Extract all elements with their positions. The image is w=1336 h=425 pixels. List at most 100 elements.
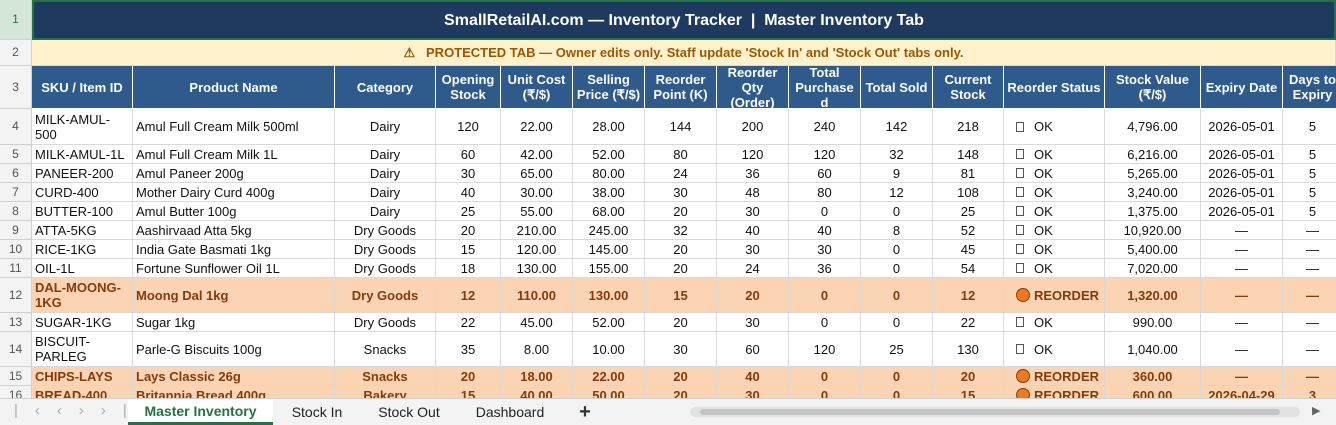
cell: 80: [645, 145, 717, 164]
cell: PANEER-200: [32, 164, 133, 183]
cell: 28.00: [573, 109, 645, 145]
scrollbar[interactable]: [690, 407, 1300, 417]
status-text: OK: [1034, 314, 1053, 330]
cell: BUTTER-100: [32, 202, 133, 221]
cell: 130.00: [573, 278, 645, 313]
row-number: 11: [0, 259, 32, 278]
scroll-thumb[interactable]: [700, 409, 1280, 415]
status-text: OK: [1034, 260, 1053, 276]
cell: 20: [933, 367, 1004, 386]
cell: 60: [436, 145, 501, 164]
cell: BREAD-400: [32, 386, 133, 398]
cell: 20: [645, 202, 717, 221]
row-number: 5: [0, 145, 32, 164]
status-text: OK: [1034, 165, 1053, 181]
cell: 2026-05-01: [1201, 145, 1283, 164]
cell: ATTA-5KG: [32, 221, 133, 240]
cell: —: [1283, 278, 1336, 313]
column-header: Stock Value (₹/$): [1105, 66, 1201, 109]
cell: 120: [717, 145, 789, 164]
cell: 54: [933, 259, 1004, 278]
ok-icon: [1016, 263, 1024, 273]
cell: —: [1201, 221, 1283, 240]
cell: 50.00: [573, 386, 645, 398]
cell: 5,400.00: [1105, 240, 1201, 259]
cell: 68.00: [573, 202, 645, 221]
cell: OIL-1L: [32, 259, 133, 278]
sheet-tab[interactable]: Dashboard: [475, 404, 545, 420]
cell: 0: [789, 386, 861, 398]
cell: Dry Goods: [335, 221, 436, 240]
cell: 30: [717, 313, 789, 332]
status-cell: REORDER: [1004, 386, 1105, 398]
grid: 1 2 3 4 5 6 7 8 9 10 11 12 13 14 15 16 SmallRetailAI.com…: [0, 0, 1336, 398]
cell: 25: [861, 332, 933, 367]
cell: 5: [1283, 183, 1336, 202]
cell: —: [1201, 313, 1283, 332]
cell: 81: [933, 164, 1004, 183]
cell: 35: [436, 332, 501, 367]
status-text: OK: [1034, 341, 1053, 357]
cell: 245.00: [573, 221, 645, 240]
status-cell: OK: [1004, 202, 1105, 221]
cell: 25: [933, 202, 1004, 221]
cell: 20: [645, 367, 717, 386]
ok-icon: [1016, 344, 1024, 354]
cell: 20: [645, 240, 717, 259]
cell: 36: [717, 164, 789, 183]
cell: 210.00: [501, 221, 573, 240]
sheet-tab[interactable]: Stock Out: [378, 404, 440, 420]
cell: 240: [789, 109, 861, 145]
cell: 5: [1283, 145, 1336, 164]
cell: 145.00: [573, 240, 645, 259]
cell: 32: [645, 221, 717, 240]
cell: 15: [436, 240, 501, 259]
add-sheet[interactable]: +: [579, 400, 591, 423]
cell: Parle-G Biscuits 100g: [133, 332, 335, 367]
column-header: Selling Price (₹/$): [573, 66, 645, 109]
status-cell: REORDER: [1004, 278, 1105, 313]
cell: 0: [861, 367, 933, 386]
cell: —: [1283, 259, 1336, 278]
cell: 360.00: [1105, 367, 1201, 386]
cell: 20: [645, 386, 717, 398]
cell: 5,265.00: [1105, 164, 1201, 183]
cell: 148: [933, 145, 1004, 164]
column-header: Reorder Point (K): [645, 66, 717, 109]
cell: 12: [861, 183, 933, 202]
cell: 2026-05-01: [1201, 164, 1283, 183]
cell: 60: [789, 164, 861, 183]
row-number: 9: [0, 221, 32, 240]
reorder-icon: [1016, 288, 1030, 302]
cell: 24: [645, 164, 717, 183]
sheet-tab[interactable]: Stock In: [291, 404, 343, 420]
cell: CURD-400: [32, 183, 133, 202]
nav-arrows[interactable]: |‹‹››|: [14, 402, 144, 419]
cell: Dairy: [335, 183, 436, 202]
cell: 0: [789, 313, 861, 332]
sheet-tab[interactable]: Master Inventory: [128, 399, 273, 425]
status-cell: OK: [1004, 183, 1105, 202]
status-text: REORDER: [1034, 387, 1100, 399]
status-text: OK: [1034, 184, 1053, 200]
cell: Dry Goods: [335, 259, 436, 278]
reorder-icon: [1016, 369, 1030, 383]
cell: 65.00: [501, 164, 573, 183]
cell: 130.00: [501, 259, 573, 278]
cell: 2026-04-29: [1201, 386, 1283, 398]
status-text: OK: [1034, 203, 1053, 219]
cell: Snacks: [335, 332, 436, 367]
cell: DAL-MOONG-1KG: [32, 278, 133, 313]
row-number: 15: [0, 367, 32, 386]
cell: 120: [436, 109, 501, 145]
cell: Dairy: [335, 164, 436, 183]
cell: 22: [933, 313, 1004, 332]
row-number: 8: [0, 202, 32, 221]
ok-icon: [1016, 225, 1024, 235]
status-cell: OK: [1004, 259, 1105, 278]
cell: 5: [1283, 202, 1336, 221]
cell: 32: [861, 145, 933, 164]
scroll-right[interactable]: ▶: [1312, 405, 1321, 417]
cell: 80: [789, 183, 861, 202]
cell: 0: [789, 278, 861, 313]
